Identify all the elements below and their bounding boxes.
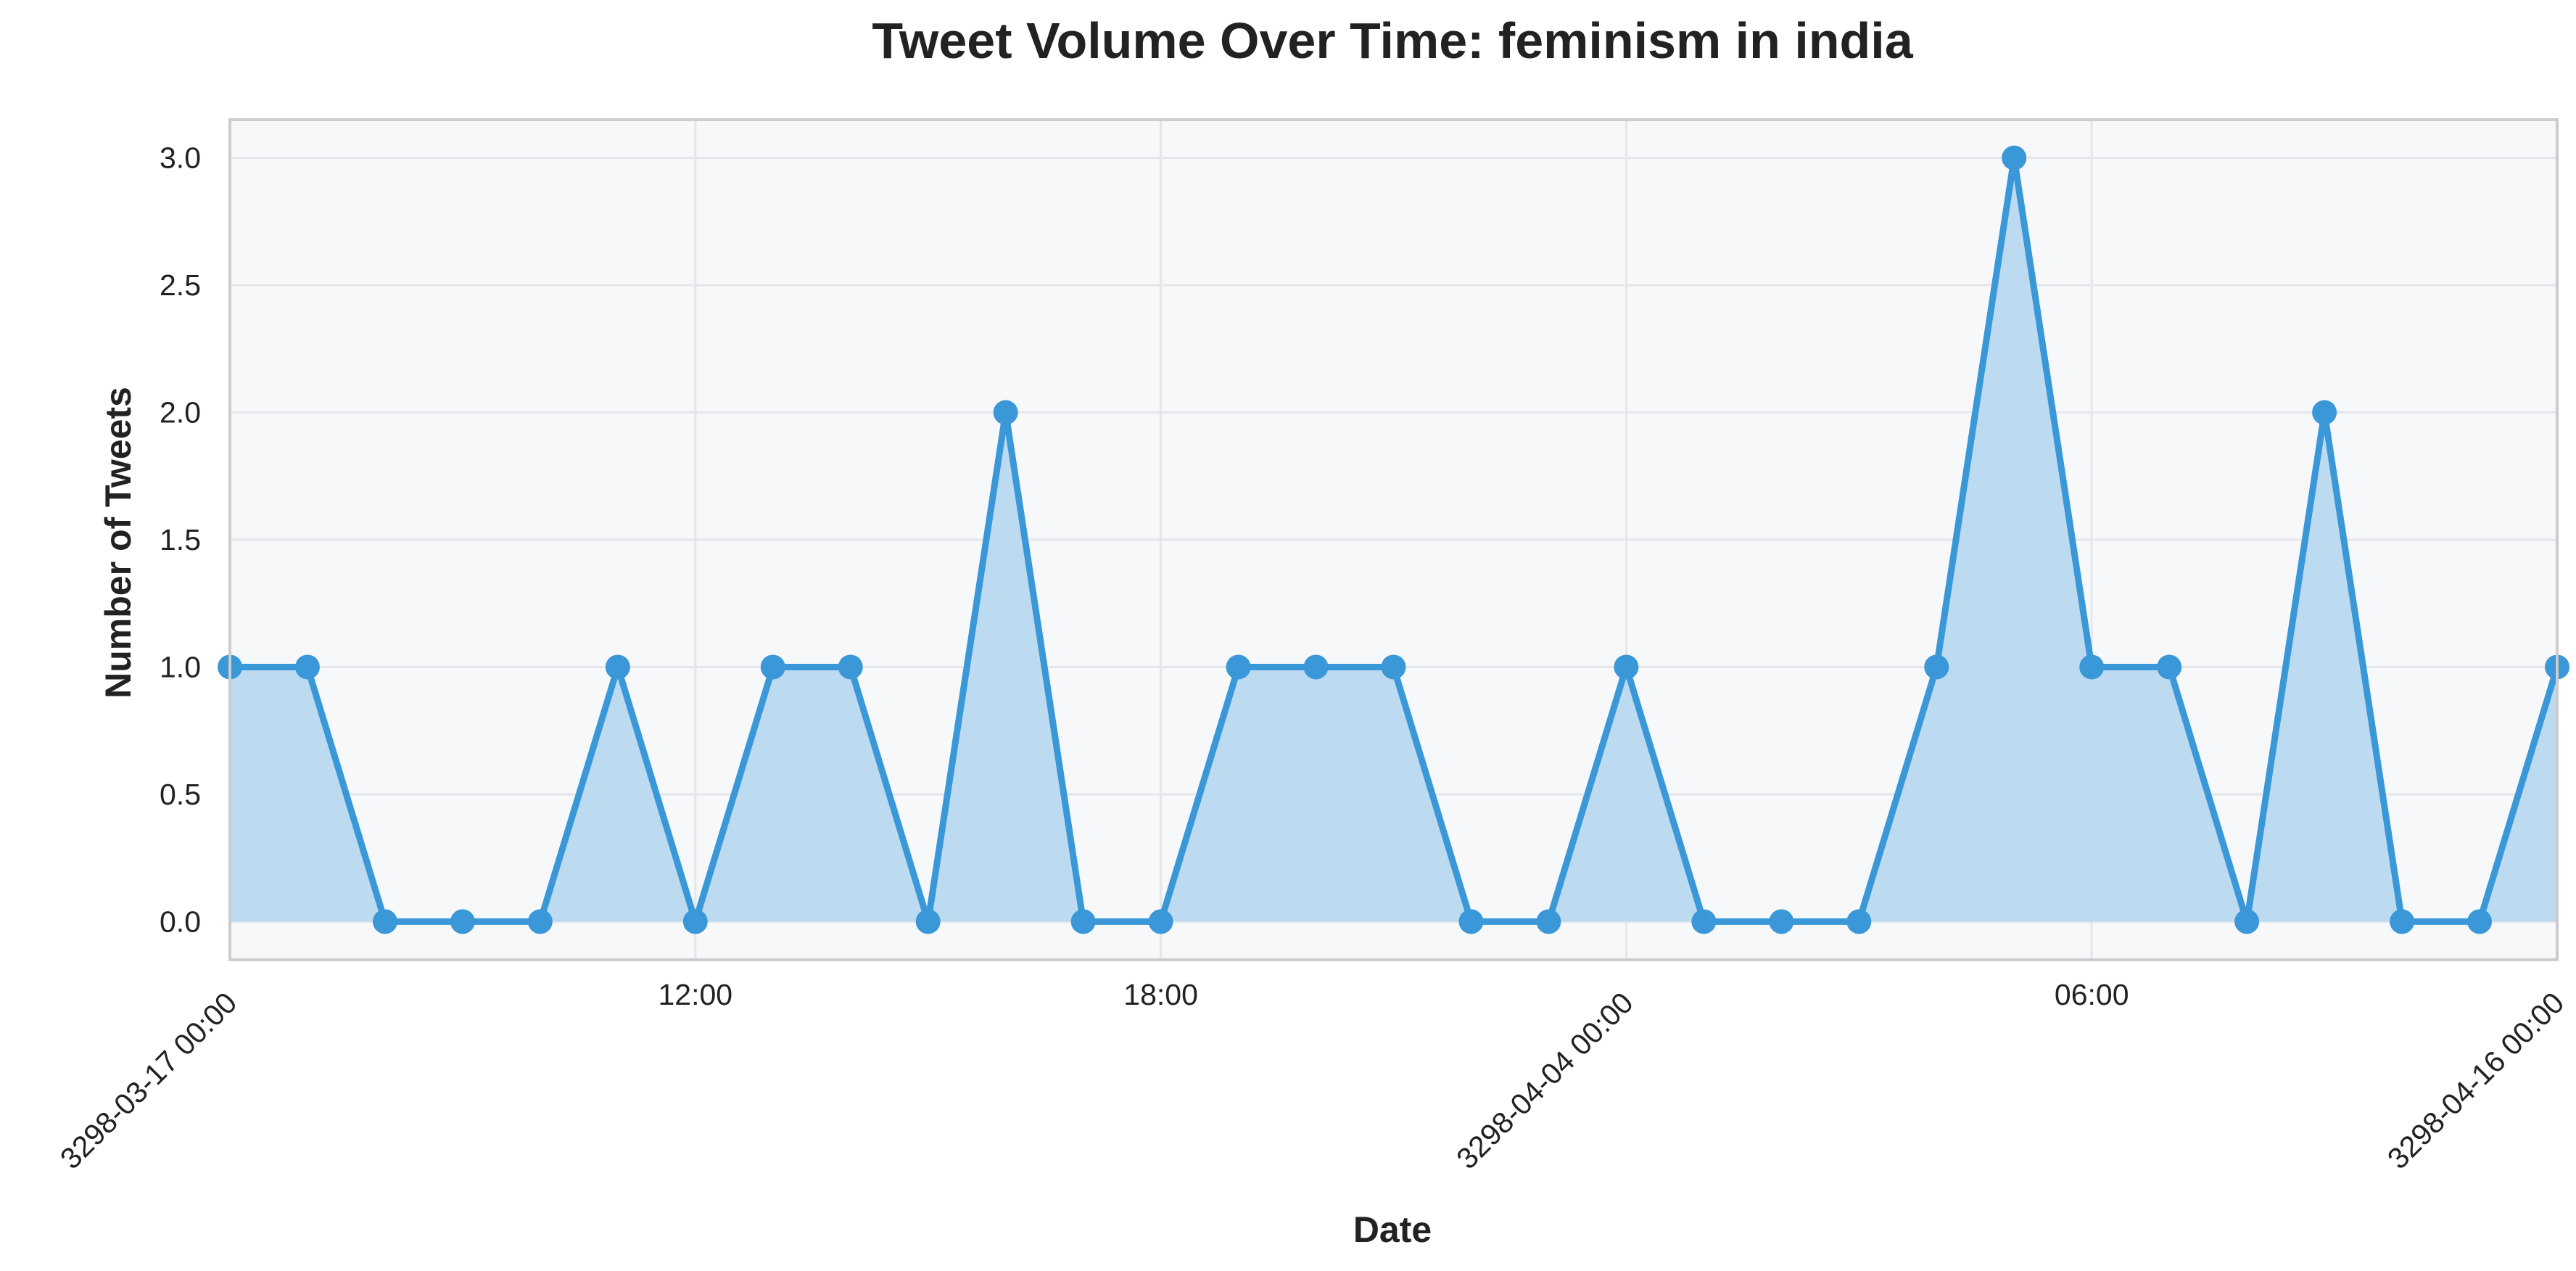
x-tick-label: 12:00	[658, 978, 732, 1011]
data-point	[372, 909, 397, 934]
data-point	[2390, 909, 2415, 934]
data-point	[294, 654, 320, 680]
x-tick-label: 18:00	[1123, 978, 1198, 1011]
x-tick-label: 3298-04-04 00:00	[1450, 986, 1639, 1175]
axes-frame	[228, 118, 2559, 961]
y-tick-label: 1.5	[160, 523, 201, 556]
x-tick-label: 06:00	[2055, 978, 2129, 1011]
data-point	[2079, 654, 2105, 680]
data-point	[1381, 654, 1406, 680]
data-point	[2002, 145, 2027, 170]
y-tick-label: 0.0	[160, 905, 201, 938]
data-point	[1691, 909, 1717, 934]
data-point	[993, 400, 1018, 425]
y-tick-label: 3.0	[160, 141, 201, 175]
data-point	[2234, 909, 2260, 934]
data-point	[1614, 654, 1639, 680]
data-point	[1070, 909, 1096, 934]
data-point	[682, 909, 708, 934]
data-point	[1148, 909, 1173, 934]
data-point	[605, 654, 630, 680]
data-point	[2157, 654, 2182, 680]
y-tick-label: 2.5	[160, 268, 201, 302]
plot-area: 0.0 0.5 1.0 1.5 2.0 2.5 3.0 3298-03-17 00:00 12:…	[54, 118, 2570, 1175]
chart-title: Tweet Volume Over Time: feminism in indi…	[872, 12, 1913, 69]
data-point	[1846, 909, 1872, 934]
data-point	[1536, 909, 1561, 934]
data-point	[527, 909, 553, 934]
data-point	[760, 654, 785, 680]
area-fill	[230, 157, 2557, 922]
y-tick-label: 0.5	[160, 778, 201, 811]
y-tick-label: 2.0	[160, 396, 201, 429]
data-point	[1924, 654, 1949, 680]
data-point	[915, 909, 941, 934]
data-point	[1303, 654, 1329, 680]
data-point	[1226, 654, 1251, 680]
data-point	[2467, 909, 2493, 934]
data-point	[838, 654, 863, 680]
data-point	[1769, 909, 1794, 934]
x-axis-title: Date	[1353, 1209, 1432, 1250]
y-axis-title: Number of Tweets	[98, 387, 139, 699]
x-tick-label: 3298-03-17 00:00	[54, 986, 243, 1175]
data-point	[2312, 400, 2337, 425]
y-tick-label: 1.0	[160, 650, 201, 683]
x-tick-label: 3298-04-16 00:00	[2381, 986, 2570, 1175]
data-point	[1458, 909, 1484, 934]
data-point	[450, 909, 475, 934]
